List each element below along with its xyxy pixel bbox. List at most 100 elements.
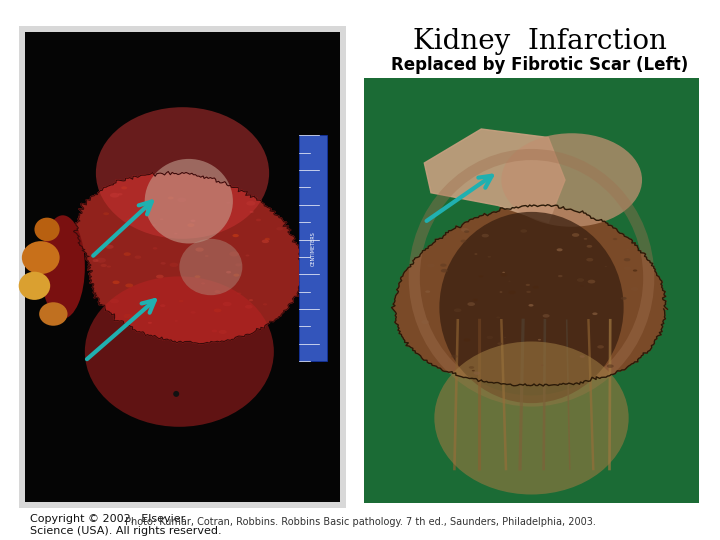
Ellipse shape — [135, 255, 141, 259]
Ellipse shape — [624, 267, 631, 270]
Ellipse shape — [597, 345, 604, 348]
Ellipse shape — [474, 372, 480, 375]
Ellipse shape — [464, 339, 470, 342]
Polygon shape — [73, 172, 304, 344]
Ellipse shape — [626, 249, 629, 251]
Ellipse shape — [500, 273, 508, 276]
Ellipse shape — [250, 211, 253, 213]
Ellipse shape — [526, 291, 531, 293]
Ellipse shape — [107, 266, 111, 268]
Ellipse shape — [226, 271, 231, 273]
Ellipse shape — [508, 291, 516, 294]
Ellipse shape — [467, 302, 475, 306]
Ellipse shape — [256, 219, 261, 221]
Bar — [364, 78, 699, 503]
Ellipse shape — [533, 286, 539, 289]
Bar — [25, 32, 340, 502]
Ellipse shape — [504, 337, 506, 338]
Ellipse shape — [434, 341, 629, 495]
Ellipse shape — [110, 193, 120, 198]
Ellipse shape — [543, 314, 549, 318]
Ellipse shape — [584, 238, 588, 240]
Ellipse shape — [22, 241, 60, 274]
Ellipse shape — [214, 308, 221, 312]
Ellipse shape — [265, 238, 270, 240]
Ellipse shape — [195, 247, 204, 252]
Ellipse shape — [508, 281, 510, 282]
Ellipse shape — [41, 215, 85, 319]
Ellipse shape — [123, 314, 132, 318]
Ellipse shape — [474, 253, 477, 255]
Ellipse shape — [145, 159, 233, 244]
Ellipse shape — [479, 275, 483, 278]
Ellipse shape — [577, 278, 584, 282]
Ellipse shape — [112, 281, 120, 284]
Ellipse shape — [633, 269, 637, 272]
Ellipse shape — [473, 299, 478, 301]
Ellipse shape — [233, 274, 240, 276]
Ellipse shape — [528, 304, 534, 307]
Ellipse shape — [621, 297, 626, 300]
Ellipse shape — [235, 264, 241, 266]
Ellipse shape — [179, 300, 184, 302]
Ellipse shape — [580, 355, 585, 358]
Ellipse shape — [106, 245, 114, 249]
Ellipse shape — [103, 212, 109, 215]
Ellipse shape — [179, 239, 243, 295]
Ellipse shape — [631, 287, 639, 291]
Ellipse shape — [262, 240, 269, 243]
Text: Photo: Kumar, Cotran, Robbins. Robbins Basic pathology. 7 th ed., Saunders, Phil: Photo: Kumar, Cotran, Robbins. Robbins B… — [125, 517, 595, 527]
Ellipse shape — [439, 212, 624, 403]
Ellipse shape — [487, 256, 491, 258]
Bar — [299, 136, 328, 361]
Ellipse shape — [174, 233, 178, 234]
Ellipse shape — [624, 258, 631, 261]
Ellipse shape — [85, 276, 274, 427]
Ellipse shape — [156, 275, 163, 279]
Ellipse shape — [148, 322, 152, 324]
Ellipse shape — [110, 299, 119, 303]
Ellipse shape — [127, 218, 132, 221]
Ellipse shape — [526, 284, 530, 286]
Polygon shape — [392, 205, 667, 386]
Ellipse shape — [249, 299, 253, 301]
Ellipse shape — [461, 228, 469, 232]
Ellipse shape — [482, 234, 489, 238]
Ellipse shape — [440, 264, 446, 267]
Ellipse shape — [215, 290, 220, 293]
Ellipse shape — [501, 133, 642, 227]
Ellipse shape — [229, 252, 239, 256]
Ellipse shape — [219, 330, 227, 334]
Ellipse shape — [572, 233, 580, 237]
Ellipse shape — [175, 320, 178, 322]
Ellipse shape — [587, 245, 593, 248]
Text: CENTIMETERS: CENTIMETERS — [311, 231, 316, 266]
Ellipse shape — [153, 247, 158, 249]
Polygon shape — [424, 129, 565, 222]
Ellipse shape — [441, 269, 448, 273]
Ellipse shape — [487, 336, 493, 339]
Ellipse shape — [39, 302, 68, 326]
Ellipse shape — [187, 224, 194, 227]
Ellipse shape — [194, 275, 200, 278]
Ellipse shape — [121, 186, 127, 190]
Ellipse shape — [451, 355, 458, 358]
Ellipse shape — [160, 218, 163, 220]
Ellipse shape — [588, 280, 595, 284]
Ellipse shape — [35, 218, 60, 241]
Ellipse shape — [245, 305, 253, 309]
Ellipse shape — [557, 248, 562, 251]
Ellipse shape — [593, 313, 598, 315]
Ellipse shape — [263, 303, 267, 306]
Ellipse shape — [500, 291, 503, 293]
Polygon shape — [73, 172, 304, 344]
Ellipse shape — [226, 202, 230, 204]
Ellipse shape — [19, 272, 50, 300]
Ellipse shape — [160, 305, 166, 307]
Ellipse shape — [161, 262, 166, 265]
Ellipse shape — [125, 284, 133, 287]
Ellipse shape — [427, 264, 435, 267]
Ellipse shape — [96, 258, 106, 262]
Ellipse shape — [503, 272, 505, 273]
Ellipse shape — [454, 308, 462, 312]
